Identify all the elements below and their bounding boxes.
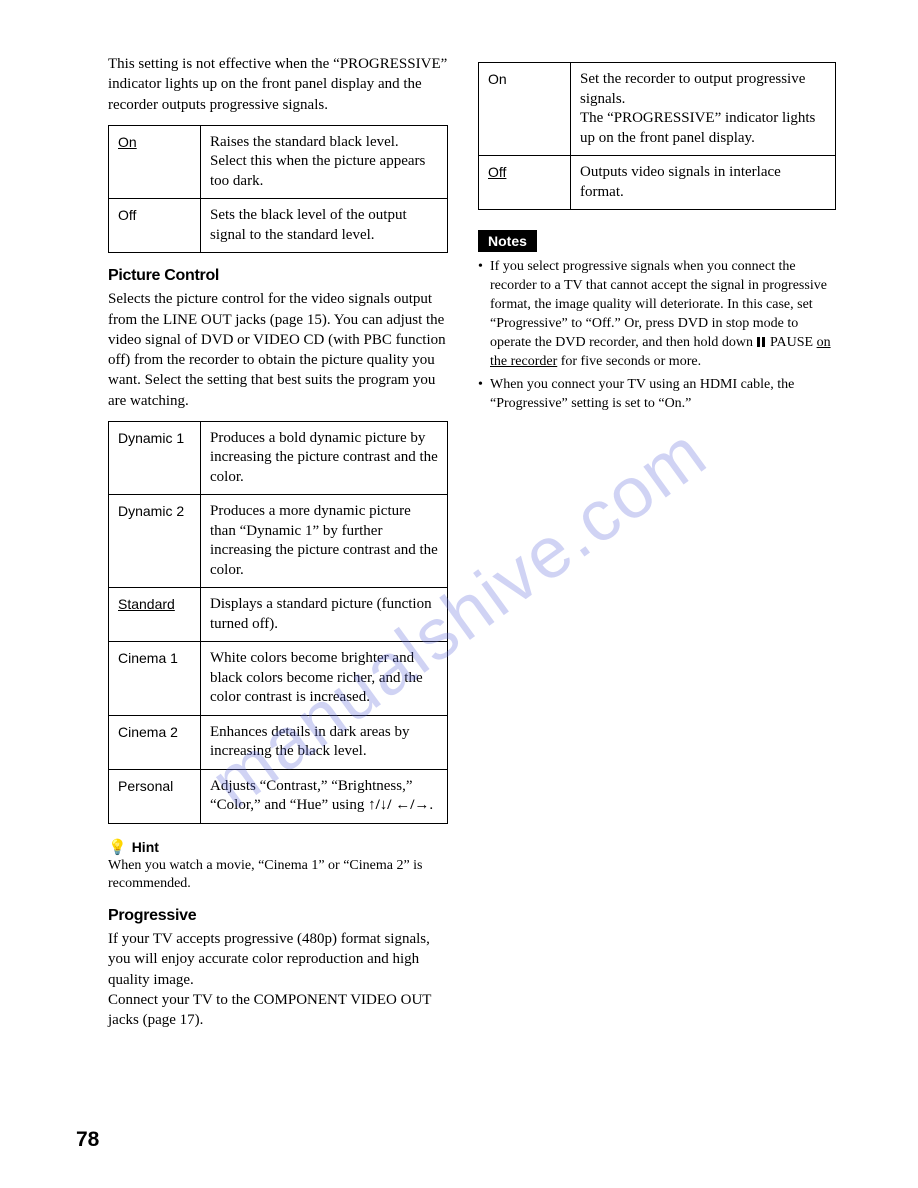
pause-icon <box>757 335 767 354</box>
table-row: Personal Adjusts “Contrast,” “Brightness… <box>109 769 448 823</box>
table-row: Cinema 2 Enhances details in dark areas b… <box>109 715 448 769</box>
row-label: Cinema 2 <box>118 724 178 740</box>
row-label: On <box>118 134 137 150</box>
black-level-table: On Raises the standard black level. Sele… <box>108 125 448 254</box>
table-row: Off Outputs video signals in interlace fo… <box>479 156 836 210</box>
row-desc: Sets the black level of the output signa… <box>201 199 448 253</box>
picture-control-heading: Picture Control <box>108 267 448 285</box>
notes-badge: Notes <box>478 230 537 252</box>
row-label: On <box>488 71 507 87</box>
row-label: Standard <box>118 596 175 612</box>
table-row: Off Sets the black level of the output s… <box>109 199 448 253</box>
row-desc: Produces a more dynamic picture than “Dy… <box>201 495 448 588</box>
row-label: Dynamic 2 <box>118 503 184 519</box>
row-desc: Outputs video signals in interlace forma… <box>571 156 836 210</box>
row-label: Off <box>118 207 136 223</box>
hint-bulb-icon: 💡 <box>108 838 127 857</box>
table-row: On Raises the standard black level. Sele… <box>109 125 448 199</box>
progressive-table: On Set the recorder to output progressive… <box>478 62 836 210</box>
note-item: If you select progressive signals when y… <box>478 258 836 372</box>
intro-text: This setting is not effective when the “… <box>108 54 448 115</box>
picture-control-body: Selects the picture control for the vide… <box>108 289 448 411</box>
row-desc: Adjusts “Contrast,” “Brightness,” “Color… <box>201 769 448 823</box>
table-row: On Set the recorder to output progressive… <box>479 63 836 156</box>
arrow-icons: ↑/↓/ ←/→ <box>368 797 429 813</box>
row-desc: Enhances details in dark areas by increa… <box>201 715 448 769</box>
row-desc: Raises the standard black level. Select … <box>201 125 448 199</box>
row-desc: Produces a bold dynamic picture by incre… <box>201 421 448 495</box>
row-desc: Set the recorder to output progressive s… <box>571 63 836 156</box>
row-desc: Displays a standard picture (function tu… <box>201 588 448 642</box>
hint-header: 💡 Hint <box>108 838 448 857</box>
table-row: Dynamic 2 Produces a more dynamic picture… <box>109 495 448 588</box>
table-row: Cinema 1 White colors become brighter and… <box>109 642 448 716</box>
table-row: Dynamic 1 Produces a bold dynamic picture… <box>109 421 448 495</box>
row-label: Personal <box>118 778 173 794</box>
notes-list: If you select progressive signals when y… <box>478 258 836 414</box>
picture-control-table: Dynamic 1 Produces a bold dynamic picture… <box>108 421 448 824</box>
hint-label: Hint <box>132 839 159 855</box>
hint-text: When you watch a movie, “Cinema 1” or “C… <box>108 857 448 893</box>
content-columns: This setting is not effective when the “… <box>108 54 870 1040</box>
right-column: On Set the recorder to output progressive… <box>478 54 836 1040</box>
row-label: Cinema 1 <box>118 650 178 666</box>
row-desc: White colors become brighter and black c… <box>201 642 448 716</box>
note-item: When you connect your TV using an HDMI c… <box>478 376 836 414</box>
row-label: Dynamic 1 <box>118 430 184 446</box>
table-row: Standard Displays a standard picture (fun… <box>109 588 448 642</box>
left-column: This setting is not effective when the “… <box>108 54 448 1040</box>
progressive-body: If your TV accepts progressive (480p) fo… <box>108 929 448 1030</box>
page-number: 78 <box>76 1128 99 1152</box>
progressive-heading: Progressive <box>108 907 448 925</box>
row-label: Off <box>488 164 506 180</box>
